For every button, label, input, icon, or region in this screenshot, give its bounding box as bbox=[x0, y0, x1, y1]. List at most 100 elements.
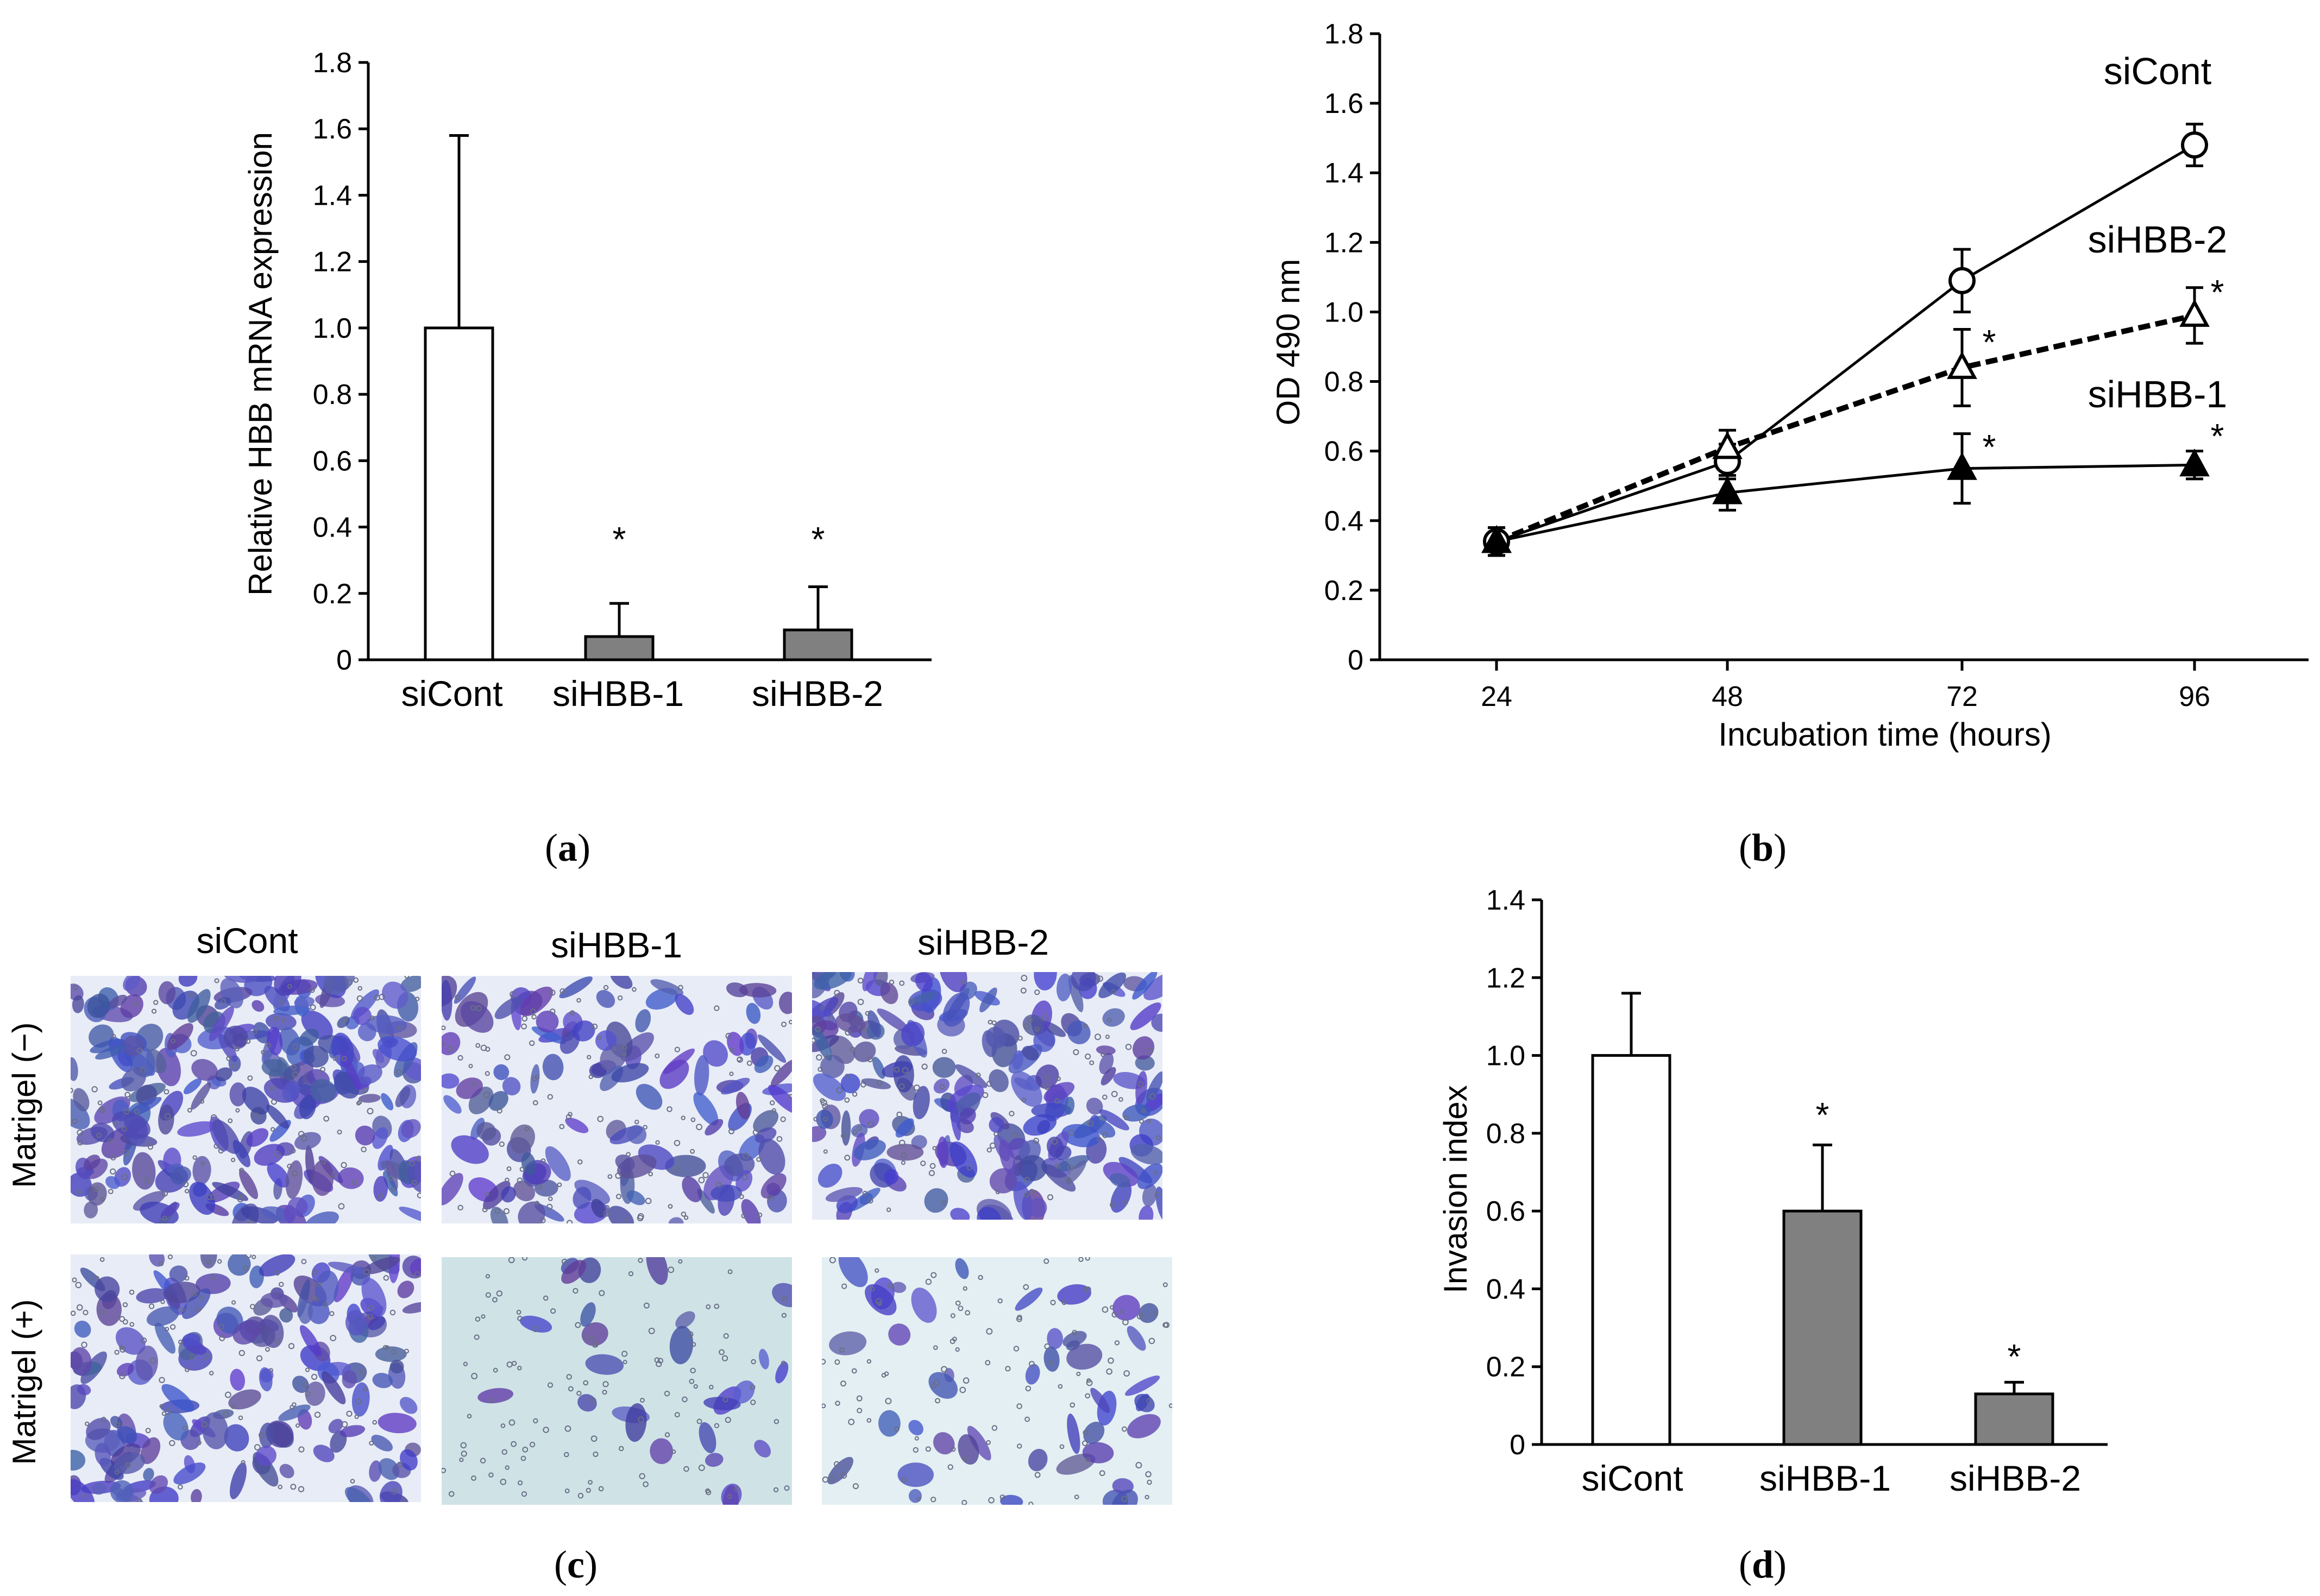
micrograph-pore bbox=[457, 1055, 463, 1061]
micrograph-pore bbox=[768, 1195, 774, 1201]
micrograph-pore bbox=[815, 1026, 821, 1032]
micrograph-pore bbox=[1083, 1430, 1089, 1436]
micrograph-cell bbox=[313, 1444, 335, 1462]
panel-b-xtick-label: 72 bbox=[1946, 681, 1978, 712]
micrograph-cell bbox=[650, 979, 684, 996]
micrograph-cell bbox=[261, 1059, 288, 1077]
micrograph-pore bbox=[496, 1108, 502, 1114]
micrograph-cell bbox=[1086, 1097, 1103, 1115]
micrograph-pore bbox=[822, 1359, 826, 1365]
micrograph-pore bbox=[241, 1460, 246, 1465]
micrograph-pore bbox=[592, 1342, 599, 1348]
micrograph-pore bbox=[511, 1441, 517, 1447]
panel-d-bar bbox=[1591, 1054, 1671, 1446]
micrograph-pore bbox=[309, 987, 315, 993]
micrograph-cell bbox=[372, 1127, 388, 1149]
panel-d-bar bbox=[1974, 1392, 2054, 1446]
micrograph-pore bbox=[274, 1270, 280, 1276]
micrograph-pore bbox=[567, 1220, 573, 1223]
micrograph-pore bbox=[561, 1258, 568, 1265]
micrograph-pore bbox=[261, 1050, 266, 1055]
micrograph-cell bbox=[627, 1125, 647, 1144]
panel-c-column-label: siHBB-2 bbox=[917, 922, 1049, 962]
micrograph-cell bbox=[950, 1101, 961, 1141]
micrograph-cell bbox=[71, 1479, 95, 1502]
micrograph-pore bbox=[723, 1333, 729, 1339]
micrograph-cell bbox=[1132, 972, 1158, 1000]
micrograph-cells bbox=[442, 1257, 792, 1505]
panel-d-category-label: siCont bbox=[1581, 1458, 1683, 1498]
micrograph-pore bbox=[298, 1446, 305, 1453]
micrograph-cell bbox=[1043, 1164, 1076, 1192]
micrograph-cell bbox=[337, 1167, 364, 1189]
micrograph-cell bbox=[278, 1404, 311, 1421]
micrograph-cell bbox=[287, 1197, 308, 1216]
micrograph-pore bbox=[85, 1421, 90, 1427]
micrograph-cell bbox=[173, 1462, 206, 1485]
micrograph-pore bbox=[1054, 1098, 1060, 1103]
micrograph-pore bbox=[1162, 1282, 1168, 1288]
micrograph-cell bbox=[1109, 1173, 1131, 1188]
micrograph-pore bbox=[1017, 1036, 1023, 1041]
micrograph-cell bbox=[911, 1288, 937, 1323]
micrograph-cell bbox=[254, 1144, 285, 1166]
micrograph-cell bbox=[1057, 1284, 1091, 1305]
micrograph-pore bbox=[231, 1404, 236, 1409]
micrograph-cell bbox=[1028, 1449, 1048, 1472]
micrograph-cell bbox=[181, 1288, 211, 1319]
micrograph-cell bbox=[246, 1128, 269, 1147]
panel-b-series-label-sihbb2: siHBB-2 bbox=[2088, 218, 2228, 261]
micrograph-pore bbox=[343, 1018, 348, 1023]
micrograph-pore bbox=[1123, 1200, 1128, 1206]
micrograph-pore bbox=[357, 986, 362, 991]
micrograph-pore bbox=[537, 1184, 543, 1190]
micrograph-pore bbox=[657, 1358, 664, 1364]
micrograph-pore bbox=[822, 1476, 829, 1483]
micrograph-cell bbox=[1025, 1364, 1040, 1385]
micrograph-pore bbox=[1121, 1426, 1127, 1432]
micrograph-pore bbox=[298, 1486, 305, 1492]
micrograph-pore bbox=[840, 1380, 846, 1387]
micrograph-pore bbox=[374, 994, 380, 1001]
micrograph-pore bbox=[360, 1368, 366, 1375]
micrograph-pore bbox=[1105, 1034, 1110, 1039]
micrograph-cell bbox=[727, 1032, 744, 1056]
panel-b-ytick-label: 1.4 bbox=[1324, 157, 1363, 189]
micrograph-pore bbox=[164, 1089, 169, 1095]
panel-c-label: (c) bbox=[554, 1543, 598, 1586]
micrograph-pore bbox=[320, 1159, 326, 1165]
panel-b-marker-open-triangle bbox=[2179, 299, 2210, 327]
micrograph-pore bbox=[114, 1469, 120, 1475]
micrograph-pore bbox=[388, 1176, 393, 1181]
micrograph-pore bbox=[1114, 1340, 1120, 1346]
micrograph-cell bbox=[483, 1181, 511, 1210]
micrograph-cell bbox=[400, 976, 421, 992]
micrograph-cell bbox=[1143, 972, 1162, 1000]
micrograph-pore bbox=[471, 1082, 477, 1087]
micrograph-pore bbox=[190, 1050, 197, 1057]
micrograph-pore bbox=[559, 1124, 565, 1130]
micrograph-cell bbox=[757, 1034, 787, 1063]
micrograph-pore bbox=[460, 1442, 467, 1449]
micrograph-pore bbox=[637, 1215, 644, 1221]
micrograph-cell bbox=[95, 1044, 127, 1060]
micrograph-pore bbox=[834, 1359, 840, 1365]
micrograph-pore bbox=[82, 1493, 87, 1498]
micrograph-cell bbox=[1098, 972, 1127, 999]
panel-d-significance-star: * bbox=[2008, 1337, 2021, 1376]
micrograph-pore bbox=[597, 1036, 602, 1040]
micrograph-cell bbox=[267, 1027, 283, 1056]
micrograph-cell bbox=[1133, 1036, 1155, 1060]
micrograph-pore bbox=[323, 1302, 328, 1307]
micrograph-pore bbox=[845, 1074, 850, 1078]
micrograph-pore bbox=[605, 1205, 610, 1210]
micrograph-pore bbox=[278, 1282, 284, 1287]
micrograph-pore bbox=[1111, 1311, 1118, 1318]
micrograph-cell bbox=[502, 1077, 521, 1096]
micrograph-cell bbox=[279, 1027, 300, 1056]
micrograph-pore bbox=[161, 1190, 168, 1197]
micrograph-pore bbox=[357, 1100, 362, 1105]
micrograph-pore bbox=[621, 1044, 627, 1050]
micrograph-cell bbox=[381, 1093, 394, 1111]
